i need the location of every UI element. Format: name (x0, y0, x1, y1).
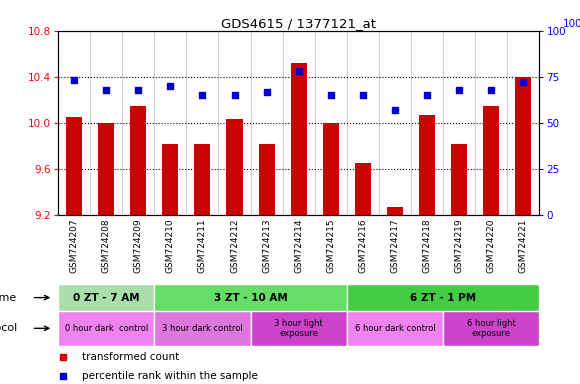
Bar (98, 123, 114, 215)
Text: 3 ZT - 10 AM: 3 ZT - 10 AM (213, 293, 288, 303)
Text: 6 hour light
exposure: 6 hour light exposure (467, 319, 516, 338)
Text: GSM724210: GSM724210 (166, 218, 175, 273)
Point (230, 92, 239, 98)
Text: percentile rank within the sample: percentile rank within the sample (82, 371, 258, 381)
Title: GDS4615 / 1377121_at: GDS4615 / 1377121_at (221, 17, 376, 30)
Bar (451, 144, 467, 215)
Point (262, 88, 271, 94)
Bar (516, 77, 531, 215)
Text: 3 hour light
exposure: 3 hour light exposure (274, 319, 323, 338)
Bar (419, 115, 435, 215)
Bar (154, 311, 251, 346)
Text: 3 hour dark control: 3 hour dark control (162, 324, 243, 333)
Text: GSM724208: GSM724208 (102, 218, 111, 273)
Text: 0 hour dark  control: 0 hour dark control (64, 324, 148, 333)
Bar (66, 117, 82, 215)
Bar (58, 311, 154, 346)
Text: GSM724211: GSM724211 (198, 218, 207, 273)
Text: transformed count: transformed count (82, 352, 179, 362)
Point (326, 92, 335, 98)
Point (133, 87, 143, 93)
Point (519, 79, 528, 85)
Text: GSM724221: GSM724221 (519, 218, 528, 273)
Text: GSM724215: GSM724215 (327, 218, 335, 273)
Bar (347, 284, 539, 311)
Point (70, 78, 79, 84)
Text: 6 ZT - 1 PM: 6 ZT - 1 PM (410, 293, 476, 303)
Text: time: time (0, 293, 17, 303)
Point (198, 92, 207, 98)
Bar (443, 311, 539, 346)
Bar (322, 123, 339, 215)
Bar (194, 144, 211, 215)
Text: GSM724213: GSM724213 (262, 218, 271, 273)
Text: GSM724207: GSM724207 (70, 218, 78, 273)
Bar (355, 163, 371, 215)
Text: 0 ZT - 7 AM: 0 ZT - 7 AM (73, 293, 139, 303)
Text: GSM724220: GSM724220 (487, 218, 496, 273)
Point (390, 107, 400, 113)
Text: GSM724209: GSM724209 (134, 218, 143, 273)
Bar (130, 106, 146, 215)
Text: GSM724212: GSM724212 (230, 218, 239, 273)
Point (455, 87, 464, 93)
Bar (251, 311, 347, 346)
Point (294, 68, 303, 74)
Point (422, 92, 432, 98)
Bar (291, 63, 307, 215)
Text: protocol: protocol (0, 323, 17, 333)
Bar (483, 106, 499, 215)
Bar (154, 284, 347, 311)
Text: GSM724217: GSM724217 (390, 218, 400, 273)
Bar (58, 284, 154, 311)
Y-axis label: 100%: 100% (563, 19, 580, 29)
Text: 6 hour dark control: 6 hour dark control (354, 324, 436, 333)
Bar (162, 144, 179, 215)
Bar (259, 144, 275, 215)
Text: GSM724218: GSM724218 (423, 218, 432, 273)
Text: GSM724219: GSM724219 (455, 218, 463, 273)
Bar (226, 119, 242, 215)
Point (487, 87, 496, 93)
Text: GSM724214: GSM724214 (294, 218, 303, 273)
Bar (387, 207, 403, 215)
Bar (347, 311, 443, 346)
Point (358, 92, 368, 98)
Text: GSM724216: GSM724216 (358, 218, 367, 273)
Point (166, 83, 175, 89)
Point (102, 87, 111, 93)
